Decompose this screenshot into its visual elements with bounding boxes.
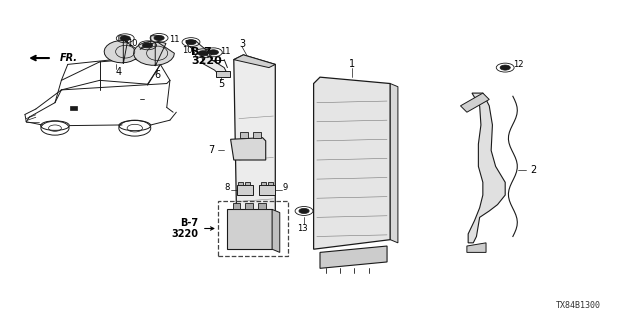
Text: B-7
3220: B-7 3220 [172,218,198,239]
Circle shape [186,40,196,45]
Text: 4: 4 [116,68,122,77]
Circle shape [120,36,131,41]
Text: 13: 13 [297,224,307,233]
Bar [253,132,260,138]
Text: TX84B1300: TX84B1300 [556,301,602,310]
Bar [218,201,288,256]
Text: 10: 10 [127,39,138,48]
Text: 1: 1 [349,60,355,69]
Bar [238,182,243,186]
Text: B-7: B-7 [191,47,212,57]
Text: 12: 12 [513,60,524,69]
Bar [216,71,230,76]
Polygon shape [237,186,253,195]
Polygon shape [186,41,227,76]
Polygon shape [467,243,486,252]
Circle shape [198,51,208,56]
Bar [268,182,273,186]
Polygon shape [230,138,266,160]
Polygon shape [314,77,390,249]
Bar [245,203,253,209]
Polygon shape [234,55,275,240]
Text: 11: 11 [169,35,179,44]
Bar [70,107,77,110]
Text: 6: 6 [154,70,160,80]
Bar [240,132,248,138]
Polygon shape [234,227,275,249]
Polygon shape [259,186,275,195]
Polygon shape [106,36,125,50]
Bar [258,203,266,209]
Text: FR.: FR. [60,53,78,63]
Polygon shape [390,84,398,243]
Circle shape [208,50,218,55]
Text: 7: 7 [209,146,214,156]
Text: 8: 8 [224,183,229,192]
Text: 2: 2 [531,164,537,174]
Polygon shape [140,36,159,50]
Polygon shape [227,209,272,249]
Circle shape [143,43,153,48]
Polygon shape [272,209,280,252]
Text: 3220: 3220 [191,56,221,66]
Polygon shape [134,41,174,66]
Text: 11: 11 [220,46,230,56]
Polygon shape [234,55,275,68]
Circle shape [299,208,309,213]
Polygon shape [320,246,387,268]
Polygon shape [104,40,140,64]
Text: 5: 5 [218,78,224,89]
Bar [260,182,266,186]
Circle shape [154,36,164,41]
Text: 3: 3 [239,39,245,49]
Polygon shape [461,93,489,112]
Text: 10: 10 [182,45,192,55]
Circle shape [500,65,510,70]
Polygon shape [468,93,505,243]
Text: 9: 9 [283,183,288,192]
Bar [232,203,240,209]
Bar [245,182,250,186]
